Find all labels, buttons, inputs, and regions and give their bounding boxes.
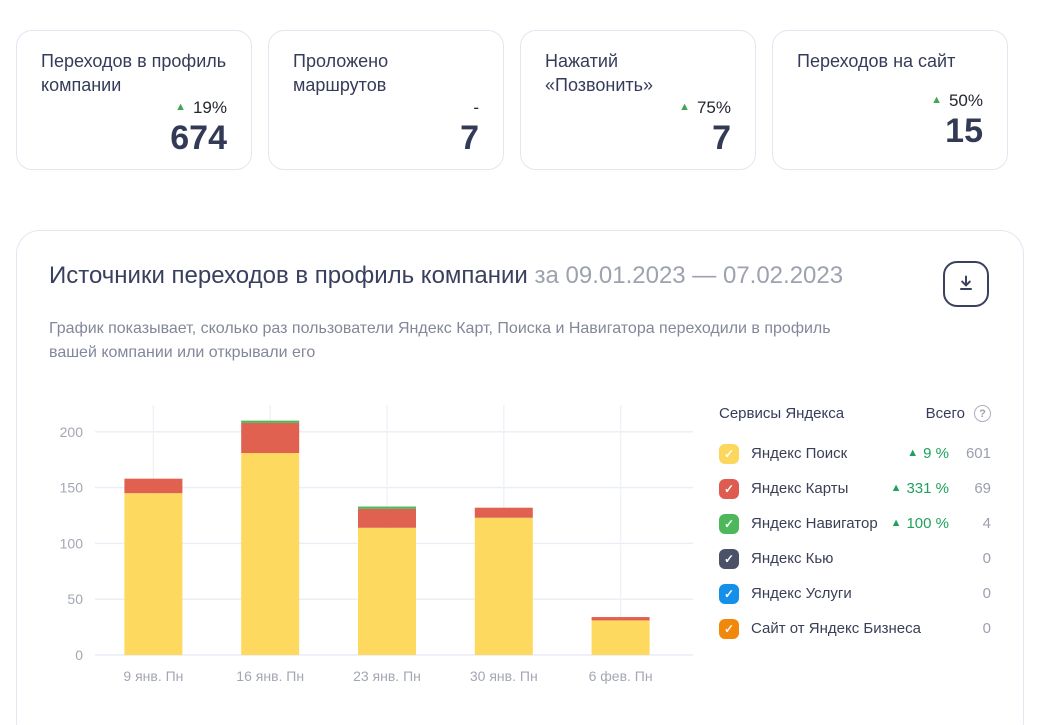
triangle-up-icon: ▲ [890, 517, 902, 529]
legend-total: 4 [982, 515, 991, 532]
svg-text:23 янв. Пн: 23 янв. Пн [353, 668, 421, 684]
legend-item-navigator[interactable]: ✓ Яндекс Навигатор ▲ 100 % 4 [719, 506, 991, 541]
stat-change-value: 19% [192, 97, 227, 117]
checkbox-checked-icon[interactable]: ✓ [719, 478, 739, 499]
legend-header-services: Сервисы Яндекса [719, 405, 845, 422]
chart-legend: Сервисы Яндекса Всего ? ✓ Яндекс Поиск ▲… [693, 397, 991, 704]
stat-card-title: Нажатий «Позвонить» [545, 51, 654, 95]
stat-change: ▲ 75% [679, 98, 731, 118]
stat-cards-row: Переходов в профиль компании ▲ 19% 674 П… [16, 30, 1008, 170]
svg-text:50: 50 [67, 591, 83, 607]
stat-card-calls: Нажатий «Позвонить» ▲ 75% 7 [520, 30, 756, 170]
triangle-up-icon: ▲ [931, 94, 942, 107]
stat-card-title: Переходов в профиль компании [41, 51, 227, 95]
stat-value: 674 [170, 118, 227, 157]
stat-change-value: 75% [696, 97, 731, 117]
triangle-up-icon: ▲ [907, 447, 919, 459]
checkbox-checked-icon[interactable]: ✓ [719, 513, 739, 534]
legend-item-maps[interactable]: ✓ Яндекс Карты ▲ 331 % 69 [719, 471, 991, 506]
download-icon [956, 273, 976, 296]
stat-value: 7 [460, 118, 479, 157]
stat-card-title: Переходов на сайт [797, 51, 956, 71]
svg-text:6 фев. Пн: 6 фев. Пн [589, 668, 653, 684]
legend-total: 0 [982, 620, 991, 637]
stat-card-profile-views: Переходов в профиль компании ▲ 19% 674 [16, 30, 252, 170]
stat-change: ▲ 19% [175, 98, 227, 118]
legend-item-q[interactable]: ✓ Яндекс Кью ▲ 0 [719, 541, 991, 576]
stat-value: 15 [945, 111, 983, 150]
svg-text:150: 150 [60, 480, 84, 496]
triangle-up-icon: ▲ [679, 101, 690, 113]
triangle-up-icon: ▲ [890, 482, 902, 494]
legend-total: 601 [965, 445, 991, 462]
triangle-up-icon: ▲ [175, 101, 186, 113]
svg-text:100: 100 [60, 535, 84, 551]
checkbox-checked-icon[interactable]: ✓ [719, 443, 739, 464]
stat-value: 7 [712, 118, 731, 157]
checkbox-checked-icon[interactable]: ✓ [719, 548, 739, 569]
svg-text:16 янв. Пн: 16 янв. Пн [236, 668, 304, 684]
legend-total: 0 [982, 550, 991, 567]
stat-card-title: Проложено маршрутов [293, 51, 389, 95]
stat-card-routes: Проложено маршрутов ▲ - 7 [268, 30, 504, 170]
bar-chart[interactable]: 0 50 100 150 200 9 янв. Пн 16 янв. Пн 23 янв. П… [49, 397, 693, 704]
legend-item-search[interactable]: ✓ Яндекс Поиск ▲ 9 % 601 [719, 436, 991, 471]
svg-text:30 янв. Пн: 30 янв. Пн [470, 668, 538, 684]
panel-period: за 09.01.2023 — 07.02.2023 [534, 262, 844, 289]
legend-item-services[interactable]: ✓ Яндекс Услуги ▲ 0 [719, 576, 991, 611]
checkbox-checked-icon[interactable]: ✓ [719, 583, 739, 604]
stat-change: ▲ 50% [931, 91, 983, 111]
legend-header-total: Всего [925, 405, 965, 422]
panel-title: Источники переходов в профиль компании з… [49, 262, 844, 289]
legend-total: 69 [974, 480, 991, 497]
panel-description: График показывает, сколько раз пользоват… [49, 320, 831, 361]
sources-panel: Источники переходов в профиль компании з… [16, 230, 1024, 725]
checkbox-checked-icon[interactable]: ✓ [719, 618, 739, 639]
download-button[interactable] [943, 261, 989, 307]
stat-change: ▲ - [473, 98, 479, 118]
legend-item-business-site[interactable]: ✓ Сайт от Яндекс Бизнеса ▲ 0 [719, 611, 991, 646]
svg-text:0: 0 [75, 647, 83, 663]
legend-total: 0 [982, 585, 991, 602]
svg-text:9 янв. Пн: 9 янв. Пн [123, 668, 183, 684]
stat-change-value: 50% [948, 90, 983, 110]
stat-card-site-visits: Переходов на сайт ▲ 50% 15 [772, 30, 1008, 170]
question-circle-icon[interactable]: ? [974, 405, 991, 422]
stat-change-value: - [473, 97, 479, 117]
svg-text:200: 200 [60, 424, 84, 440]
